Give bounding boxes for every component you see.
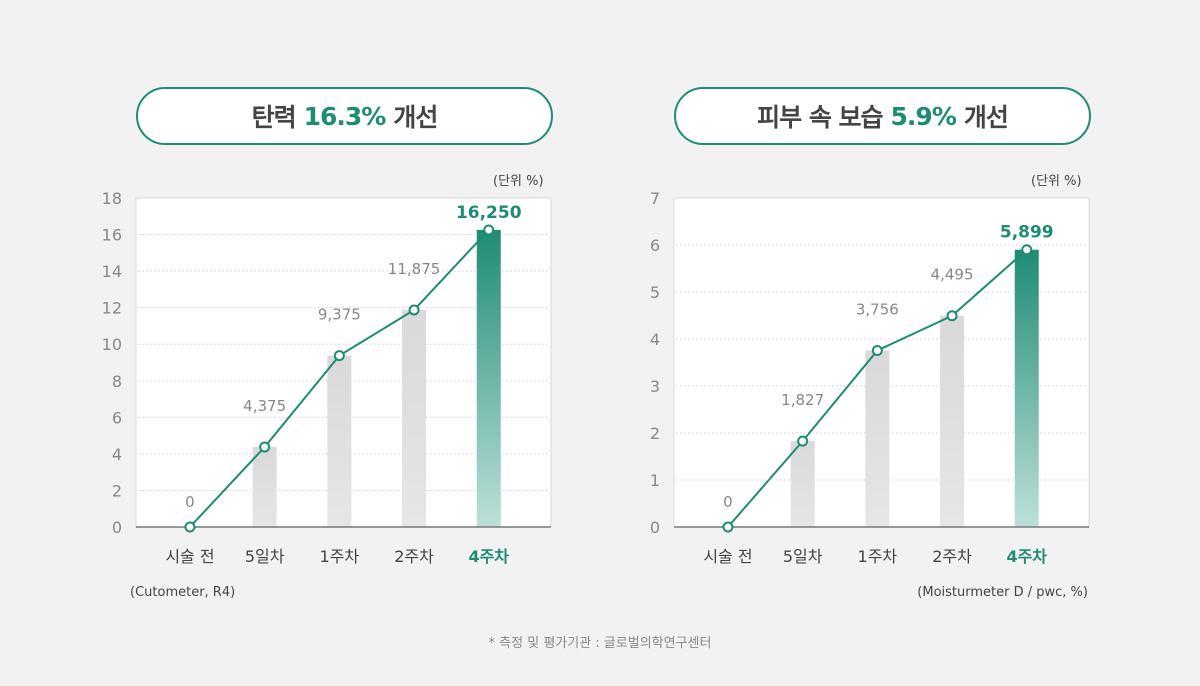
y-tick-label: 5 [650,283,660,302]
y-tick-label: 14 [102,262,122,281]
bar [940,315,965,527]
y-tick-label: 16 [102,226,122,245]
x-tick-label: 1주차 [858,547,898,566]
x-tick-label: 2주차 [932,547,972,566]
data-label: 4,495 [931,266,974,284]
moisture-title-pill: 피부 속 보습 5.9% 개선 [674,87,1091,145]
y-tick-label: 4 [650,330,660,349]
source-label: (Cutometer, R4) [130,585,236,600]
y-tick-label: 1 [650,471,660,490]
y-tick-label: 6 [650,236,660,255]
bar [790,441,815,527]
data-point [1021,244,1033,256]
title-highlight: 5.9% [890,101,957,131]
data-label: 4,375 [243,397,286,415]
data-point [722,521,734,533]
data-label: 0 [723,493,733,511]
y-tick-label: 18 [102,189,122,208]
title-suffix: 개선 [393,103,438,132]
data-label: 16,250 [456,203,522,223]
data-label: 11,875 [388,260,441,278]
y-tick-label: 10 [102,335,122,354]
data-point [259,441,271,453]
data-point [871,344,883,356]
x-tick-label: 5일차 [245,547,285,566]
bar [327,355,352,527]
unit-label: (단위 %) [1031,174,1082,189]
bar [865,350,890,527]
x-tick-label: 4주차 [468,547,509,566]
chart-1: 0 1 2 3 4 5 6 7 0 시술 전 1,827 5일차 3,756 1주차 4,495 2주차 5,8… [650,189,1090,566]
y-tick-label: 3 [650,377,660,396]
bar [402,309,427,527]
data-point [946,310,958,322]
y-tick-label: 0 [112,518,122,537]
data-label: 9,375 [318,306,361,324]
y-tick-label: 0 [650,518,660,537]
bar [252,447,277,527]
data-point [333,350,345,362]
y-tick-label: 12 [102,299,122,318]
x-tick-label: 5일차 [783,547,823,566]
highlight-bar [476,229,501,527]
highlight-bar [1014,249,1039,527]
title-highlight: 16.3% [303,101,387,131]
chart-0: 0 2 4 6 8 10 12 14 16 18 0 시술 전 4,375 5일차 9,375 1주차 11,8… [102,189,552,566]
y-tick-label: 2 [112,481,122,500]
y-tick-label: 2 [650,424,660,443]
data-label: 1,827 [781,391,824,409]
title-suffix: 개선 [963,103,1009,132]
data-point [797,435,809,447]
data-label: 3,756 [856,300,899,318]
data-point [483,224,495,236]
x-tick-label: 시술 전 [165,547,214,566]
x-tick-label: 4주차 [1006,547,1047,566]
title-prefix: 탄력 [251,103,297,132]
data-label: 5,899 [1000,223,1054,243]
y-tick-label: 4 [112,445,122,464]
y-tick-label: 6 [112,408,122,427]
x-tick-label: 시술 전 [703,547,752,566]
x-tick-label: 1주차 [320,547,360,566]
title-prefix: 피부 속 보습 [757,103,883,132]
y-tick-label: 7 [650,189,660,208]
unit-label: (단위 %) [493,174,544,189]
footnote: * 측정 및 평가기관 : 글로벌의학연구센터 [488,636,712,651]
y-tick-label: 8 [112,372,122,391]
elasticity-title-pill: 탄력 16.3% 개선 [136,87,553,145]
data-label: 0 [185,493,195,511]
data-point [408,304,420,316]
x-tick-label: 2주차 [394,547,434,566]
data-point [184,521,196,533]
source-label: (Moisturmeter D / pwc, %) [917,585,1088,600]
